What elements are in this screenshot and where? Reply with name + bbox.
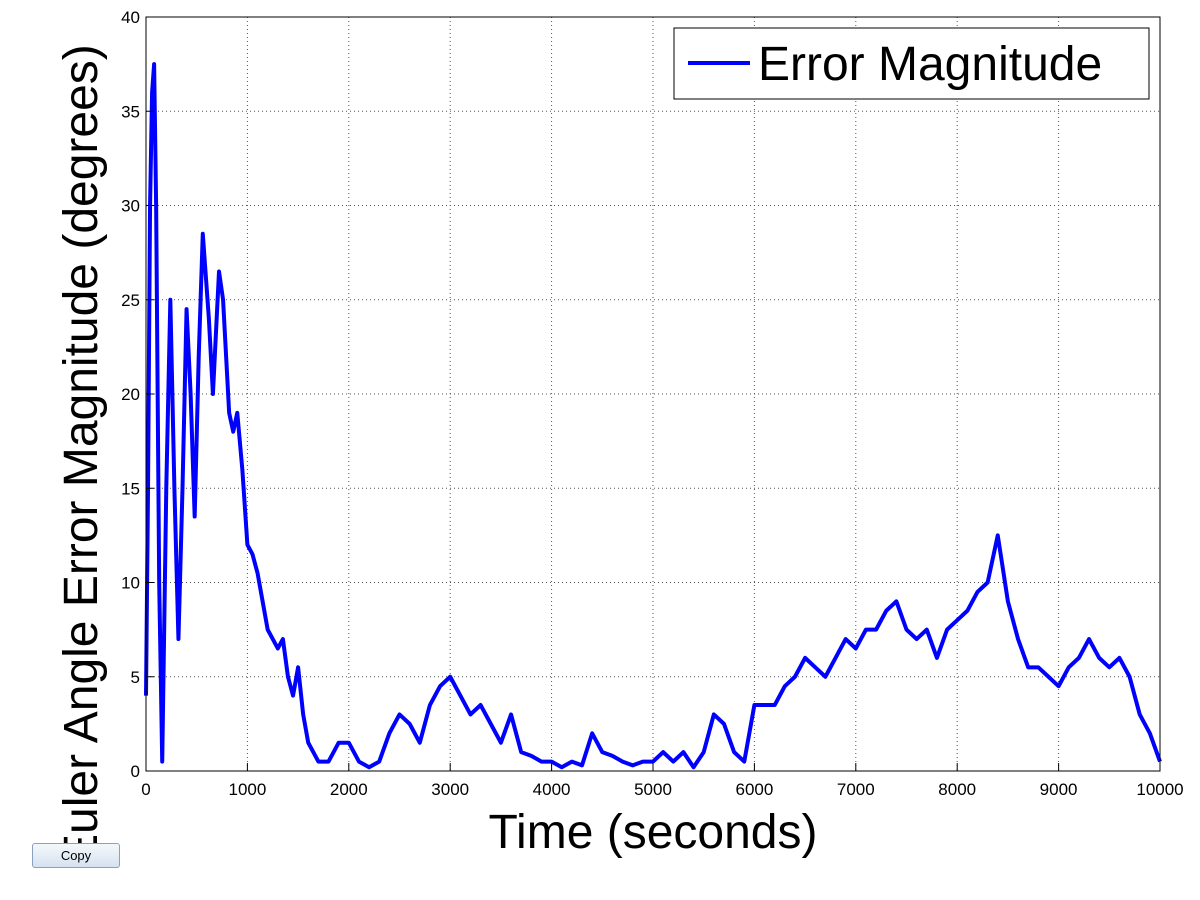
- x-tick-label: 7000: [837, 780, 875, 799]
- x-tick-label: 4000: [533, 780, 571, 799]
- x-tick-label: 0: [141, 780, 150, 799]
- x-tick-label: 3000: [431, 780, 469, 799]
- x-tick-label: 8000: [938, 780, 976, 799]
- y-tick-label: 5: [131, 668, 140, 687]
- y-tick-label: 30: [121, 197, 140, 216]
- x-tick-label: 9000: [1040, 780, 1078, 799]
- x-tick-label: 1000: [228, 780, 266, 799]
- y-tick-label: 40: [121, 8, 140, 27]
- legend-label: Error Magnitude: [758, 38, 1102, 91]
- x-tick-label: 2000: [330, 780, 368, 799]
- y-tick-label: 35: [121, 102, 140, 121]
- y-tick-label: 15: [121, 479, 140, 498]
- y-tick-label: 10: [121, 574, 140, 593]
- y-tick-label: 0: [131, 762, 140, 781]
- x-tick-label: 10000: [1136, 780, 1183, 799]
- legend-box: [673, 27, 1150, 100]
- legend: Error Magnitude: [673, 27, 1150, 100]
- y-tick-label: 25: [121, 291, 140, 310]
- y-tick-label: 20: [121, 385, 140, 404]
- copy-button[interactable]: Copy: [32, 843, 120, 868]
- plot: [144, 62, 1162, 770]
- data-line: [144, 62, 1162, 770]
- y-axis-label: Euler Angle Error Magnitude (degrees): [55, 44, 108, 866]
- x-tick-label: 5000: [634, 780, 672, 799]
- x-axis-label: Time (seconds): [489, 806, 818, 859]
- x-tick-label: 6000: [735, 780, 773, 799]
- ticks: 0 1000 2000 3000 4000 5000 6000 7000 8000 9000 100…: [121, 8, 1184, 799]
